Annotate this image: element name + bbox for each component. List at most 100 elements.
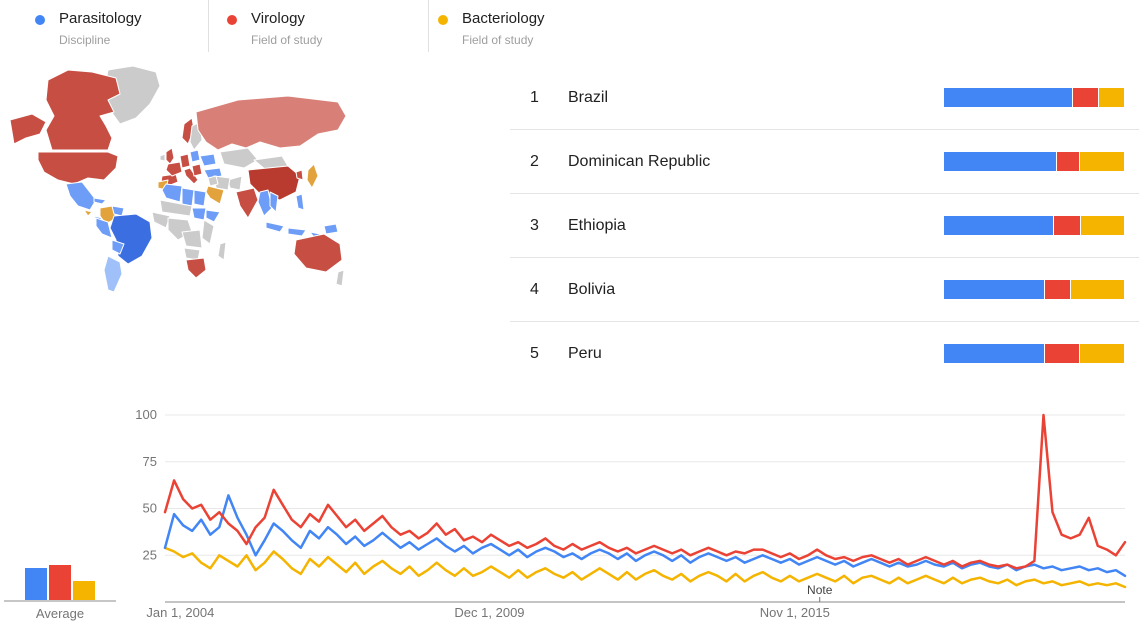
map-region-libya[interactable]: [181, 187, 195, 207]
map-region-ireland[interactable]: [159, 153, 166, 162]
bar-segment-virology: [1073, 88, 1099, 107]
ranking-row-ethiopia[interactable]: 3 Ethiopia: [510, 194, 1139, 258]
bacteriology-color-dot: [438, 15, 448, 25]
map-region-balkans[interactable]: [191, 163, 203, 177]
map-region-india[interactable]: [235, 187, 259, 219]
y-tick-label-75: 75: [143, 454, 157, 469]
legend-term-type: Field of study: [462, 33, 534, 47]
interest-breakdown-bar: [944, 344, 1124, 363]
map-region-australia[interactable]: [293, 233, 343, 273]
map-region-italy[interactable]: [183, 167, 199, 185]
country-name: Dominican Republic: [568, 152, 711, 170]
bar-segment-parasitology: [944, 344, 1044, 363]
interest-over-time-chart[interactable]: 25 50 75 100 Jan 1, 2004 Dec 1, 2009 Nov 1, 20…: [130, 400, 1139, 634]
legend-term-type: Discipline: [59, 33, 111, 47]
rank-number: 1: [530, 88, 539, 106]
map-region-new-zealand[interactable]: [335, 269, 345, 287]
map-region-russia[interactable]: [195, 95, 347, 151]
map-region-sahel[interactable]: [159, 199, 193, 217]
map-region-peru[interactable]: [95, 217, 113, 239]
map-region-new-guinea[interactable]: [323, 223, 339, 235]
legend-term-label: Virology: [251, 10, 305, 27]
map-region-germany[interactable]: [179, 153, 191, 169]
legend-entry-parasitology[interactable]: Parasitology Discipline: [35, 10, 142, 47]
map-region-egypt[interactable]: [193, 189, 207, 207]
map-region-alaska[interactable]: [9, 113, 47, 145]
world-map: [9, 65, 347, 293]
map-region-mexico[interactable]: [65, 181, 97, 211]
bar-segment-virology: [1053, 216, 1081, 235]
rank-number: 2: [530, 152, 539, 170]
map-region-canada[interactable]: [45, 69, 121, 151]
ranking-row-dominican-republic[interactable]: 2 Dominican Republic: [510, 130, 1139, 194]
interest-breakdown-bar: [944, 280, 1124, 299]
map-region-myanmar[interactable]: [257, 189, 273, 217]
y-tick-label-50: 50: [143, 501, 157, 516]
map-region-turkey[interactable]: [203, 167, 223, 179]
map-region-angola[interactable]: [183, 247, 201, 261]
map-region-algeria[interactable]: [161, 183, 183, 203]
map-region-brazil[interactable]: [109, 213, 153, 265]
map-region-ukraine[interactable]: [199, 153, 217, 167]
map-region-pakistan[interactable]: [227, 175, 243, 191]
map-region-ethiopia[interactable]: [205, 209, 221, 223]
series-line-virology[interactable]: [163, 413, 1127, 570]
average-label: Average: [35, 606, 85, 621]
map-region-south-africa[interactable]: [185, 257, 207, 279]
map-region-korea[interactable]: [295, 169, 304, 181]
average-bar-parasitology: [25, 568, 47, 600]
map-region-kazakhstan[interactable]: [219, 147, 259, 169]
map-region-drc[interactable]: [181, 229, 203, 249]
bar-segment-bacteriology: [1079, 152, 1124, 171]
legend-entry-bacteriology[interactable]: Bacteriology Field of study: [438, 10, 545, 47]
series-line-bacteriology[interactable]: [163, 546, 1127, 589]
virology-color-dot: [227, 15, 237, 25]
bar-segment-parasitology: [944, 216, 1053, 235]
y-tick-label-100: 100: [135, 407, 157, 422]
ranking-row-peru[interactable]: 5 Peru: [510, 322, 1139, 385]
country-name: Brazil: [568, 88, 609, 106]
map-region-sudan[interactable]: [191, 207, 207, 221]
map-region-saudi-arabia[interactable]: [205, 185, 225, 205]
map-region-japan[interactable]: [306, 163, 319, 189]
map-region-vietnam[interactable]: [269, 191, 279, 213]
map-region-usa[interactable]: [37, 151, 119, 185]
map-region-guatemala[interactable]: [83, 209, 93, 217]
y-tick-label-25: 25: [143, 547, 157, 562]
series-line-parasitology[interactable]: [163, 494, 1127, 578]
map-region-cuba[interactable]: [93, 197, 107, 205]
bar-segment-parasitology: [944, 88, 1073, 107]
map-region-east-africa[interactable]: [201, 219, 215, 245]
bar-segment-virology: [1044, 280, 1070, 299]
interest-breakdown-bar: [944, 152, 1124, 171]
bar-segment-parasitology: [944, 280, 1044, 299]
map-region-iraq[interactable]: [207, 175, 219, 187]
legend-term-label: Bacteriology: [462, 10, 545, 27]
legend-entry-virology[interactable]: Virology Field of study: [227, 10, 322, 47]
map-region-poland[interactable]: [189, 149, 201, 163]
map-region-madagascar[interactable]: [217, 241, 227, 261]
bar-segment-virology: [1044, 344, 1079, 363]
legend-divider: [428, 0, 429, 52]
note-marker[interactable]: Note: [807, 583, 833, 597]
map-region-west-africa[interactable]: [151, 211, 171, 229]
ranking-row-bolivia[interactable]: 4 Bolivia: [510, 258, 1139, 322]
bar-segment-bacteriology: [1099, 88, 1124, 107]
country-name: Peru: [568, 344, 602, 362]
ranking-row-brazil[interactable]: 1 Brazil: [510, 66, 1139, 130]
x-tick-label: Jan 1, 2004: [146, 605, 214, 620]
average-mini-chart: Average: [4, 553, 116, 621]
map-region-indonesia-west[interactable]: [265, 221, 285, 233]
map-region-bolivia[interactable]: [111, 239, 125, 255]
map-region-argentina[interactable]: [103, 255, 123, 293]
map-region-colombia[interactable]: [99, 205, 117, 225]
average-bar-virology: [49, 564, 71, 600]
map-region-philippines[interactable]: [295, 193, 305, 211]
rank-number: 3: [530, 216, 539, 234]
bar-segment-virology: [1057, 152, 1079, 171]
map-region-indonesia-central[interactable]: [287, 227, 307, 237]
map-region-france[interactable]: [165, 161, 183, 177]
parasitology-color-dot: [35, 15, 45, 25]
map-region-uk[interactable]: [165, 147, 175, 165]
